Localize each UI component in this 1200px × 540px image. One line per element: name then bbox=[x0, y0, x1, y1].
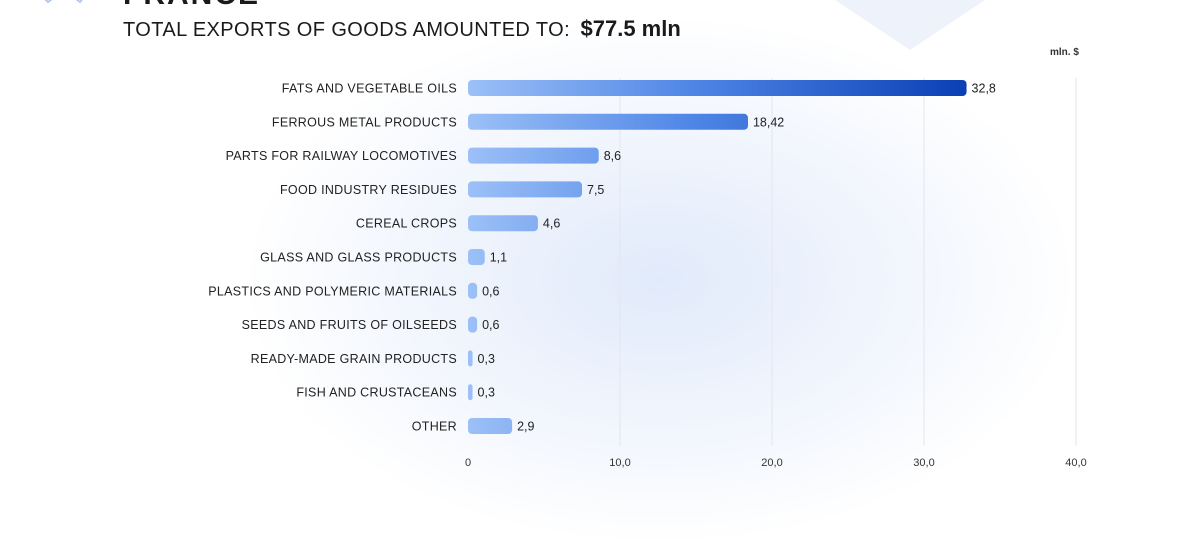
bar bbox=[468, 316, 478, 333]
data-label: 1,1 bbox=[490, 251, 507, 265]
bar bbox=[468, 418, 513, 434]
x-tick-label: 40,0 bbox=[1065, 457, 1086, 469]
category-label: FERROUS METAL PRODUCTS bbox=[272, 115, 457, 129]
bar bbox=[468, 113, 748, 130]
data-label: 0,3 bbox=[478, 352, 495, 366]
x-tick-label: 20,0 bbox=[761, 457, 782, 469]
bar bbox=[468, 282, 478, 299]
bar bbox=[468, 181, 582, 198]
category-label: CEREAL CROPS bbox=[356, 217, 457, 231]
bar bbox=[468, 215, 538, 232]
data-label: 7,5 bbox=[587, 183, 604, 197]
bar-chart: 0 10,0 20,0 30,0 40,0 FATS AND VEGETABLE OILS… bbox=[208, 78, 1087, 469]
background-shape bbox=[820, 0, 1000, 50]
category-label: FOOD INDUSTRY RESIDUES bbox=[280, 183, 457, 197]
category-label: SEEDS AND FRUITS OF OILSEEDS bbox=[242, 318, 457, 332]
bar bbox=[468, 147, 599, 164]
category-label: PARTS FOR RAILWAY LOCOMOTIVES bbox=[226, 149, 457, 163]
headline-prefix: TOTAL EXPORTS OF GOODS AMOUNTED TO: bbox=[123, 19, 571, 41]
data-label: 0,3 bbox=[478, 386, 495, 400]
bar bbox=[468, 384, 473, 401]
category-label: PLASTICS AND POLYMERIC MATERIALS bbox=[208, 284, 457, 298]
headline-total: $77.5 mln bbox=[580, 16, 681, 41]
data-label: 0,6 bbox=[482, 318, 499, 332]
data-label: 4,6 bbox=[543, 217, 560, 231]
x-tick-label: 0 bbox=[465, 457, 471, 469]
data-label: 0,6 bbox=[482, 284, 499, 298]
x-tick-label: 10,0 bbox=[609, 457, 630, 469]
unit-label: mln. $ bbox=[1050, 47, 1079, 58]
category-label: GLASS AND GLASS PRODUCTS bbox=[260, 251, 457, 265]
background-glow bbox=[250, 20, 1070, 540]
headline: TOTAL EXPORTS OF GOODS AMOUNTED TO: $77.… bbox=[123, 14, 681, 47]
data-label: 2,9 bbox=[517, 420, 534, 434]
data-label: 32,8 bbox=[972, 82, 996, 96]
bar bbox=[468, 249, 485, 265]
bar bbox=[468, 350, 473, 367]
country-title: FRANCE bbox=[123, 0, 260, 10]
category-label: OTHER bbox=[412, 420, 457, 434]
category-label: FISH AND CRUSTACEANS bbox=[296, 386, 457, 400]
category-label: READY-MADE GRAIN PRODUCTS bbox=[251, 352, 457, 366]
bar bbox=[468, 80, 967, 96]
data-label: 18,42 bbox=[753, 115, 784, 129]
category-label: FATS AND VEGETABLE OILS bbox=[282, 82, 457, 96]
data-label: 8,6 bbox=[604, 149, 621, 163]
x-tick-label: 30,0 bbox=[913, 457, 934, 469]
